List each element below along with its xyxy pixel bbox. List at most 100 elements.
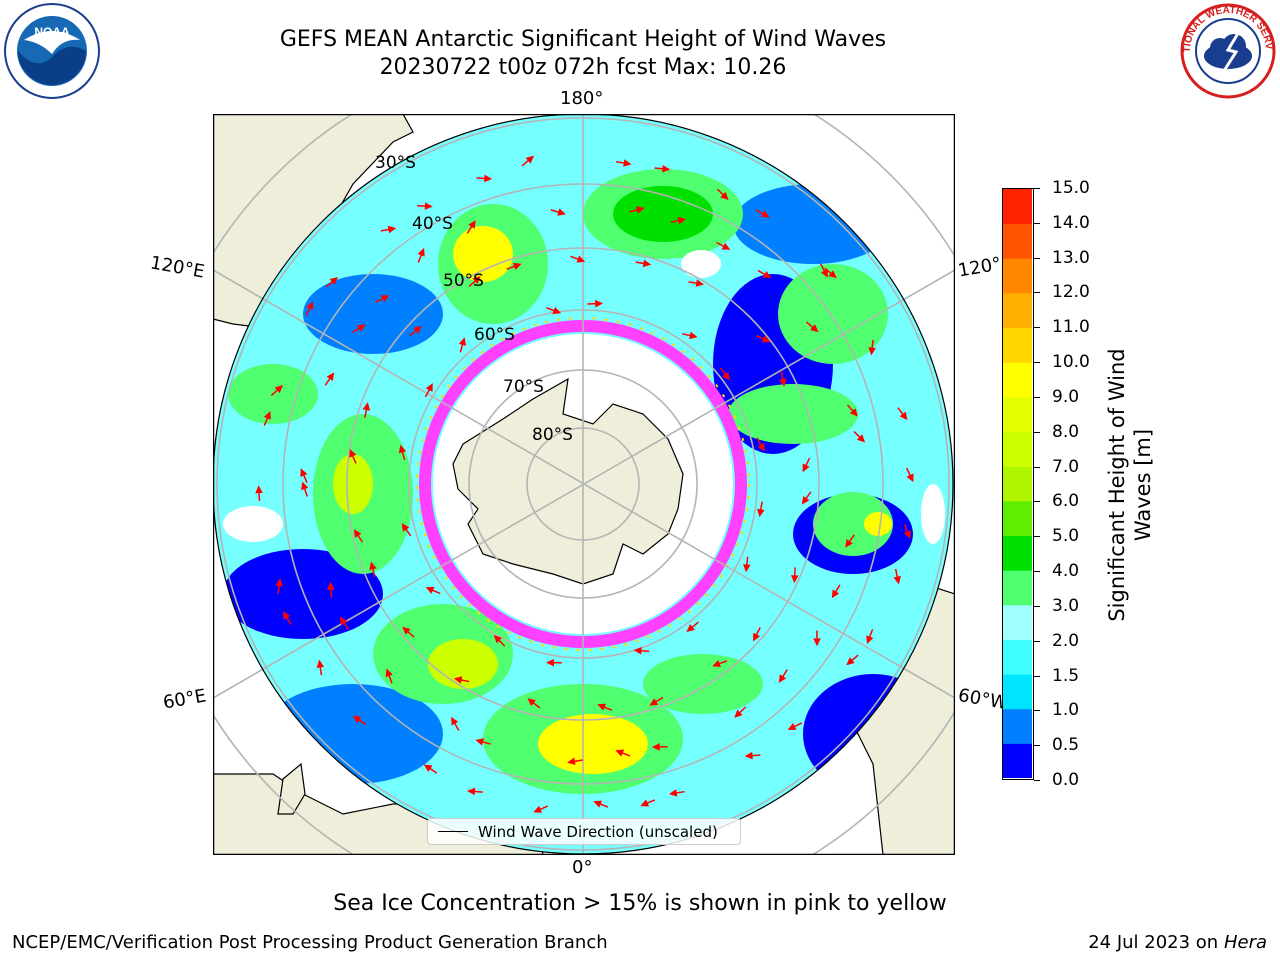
colorbar-tick-mark [1034, 571, 1040, 573]
wave-arrow-head [743, 564, 751, 573]
colorbar-tick-label: 12.0 [1052, 282, 1090, 303]
antarctica-land [452, 377, 684, 585]
wave-arrow-head [401, 523, 410, 532]
wave-arrow-head [597, 703, 607, 711]
wave-arrow-head [752, 632, 760, 642]
wave-arrow-head [387, 225, 397, 234]
wave-arrow-head [306, 301, 314, 311]
wave-arrow-head [595, 299, 604, 308]
footer-org: NCEP/EMC/Verification Post Processing Pr… [12, 932, 608, 953]
colorbar-band [1003, 189, 1032, 225]
colorbar-tick-label: 8.0 [1052, 421, 1080, 442]
wave-arrow-head [380, 295, 390, 303]
colorbar-tick-label: 1.0 [1052, 700, 1080, 721]
wave-arrow-head [662, 164, 671, 173]
wave-arrow-head [525, 155, 535, 164]
colorbar-tick-mark [1034, 466, 1040, 468]
lat-label-40s: 40°S [412, 214, 453, 234]
svg-text:NOAA: NOAA [34, 25, 70, 39]
wave-arrow-head [642, 259, 652, 268]
sea-ice-caption: Sea Ice Concentration > 15% is shown in … [333, 891, 947, 916]
wave-arrow-head [686, 624, 695, 633]
colorbar-tick-mark [1034, 327, 1040, 329]
wave-arrow-head [255, 485, 263, 494]
colorbar-tick-label: 15.0 [1052, 178, 1090, 198]
colorbar-tick-label: 14.0 [1052, 212, 1090, 233]
colorbar-ticks: 0.0 0.5 1.0 1.5 2.0 3.0 4.0 5.0 6.0 7.0 8.0 9.0 10.0… [1034, 0, 1112, 960]
colorbar-band [1003, 708, 1032, 744]
wave-arrow-head [640, 799, 650, 807]
wave-arrow-head [846, 657, 855, 666]
colorbar-band [1003, 674, 1032, 710]
wave-arrow-head [402, 626, 411, 635]
wave-direction-arrows [255, 155, 914, 813]
wave-arrow-head [263, 411, 271, 420]
colorbar-band [1003, 362, 1032, 398]
wave-arrow-head [721, 242, 731, 250]
colorbar-tick-label: 1.5 [1052, 665, 1080, 686]
wave-arrow-head [356, 324, 366, 332]
wave-arrow-head [677, 216, 687, 225]
wave-arrow-head [787, 723, 797, 730]
wave-arrow-head [802, 463, 810, 473]
noaa-logo: NOAA [2, 2, 102, 100]
colorbar-tick-label: 6.0 [1052, 491, 1080, 512]
footer-date: 24 Jul 2023 on Hera [1088, 932, 1267, 953]
wave-arrow-head [903, 530, 911, 539]
map-frame: 30°S 40°S 50°S 60°S 70°S 80°S [146, 47, 1020, 921]
wave-arrow-head [533, 805, 543, 813]
colorbar-band [1003, 604, 1032, 640]
colorbar-band [1003, 431, 1032, 467]
colorbar-tick-mark [1034, 605, 1040, 607]
lon-label-top: 180° [560, 88, 604, 109]
wave-arrow-head [757, 508, 765, 518]
wave-arrow-head [385, 668, 393, 678]
wave-arrow-head [484, 174, 493, 183]
wave-arrow-head [567, 757, 576, 766]
lon-label-lower-left: 60°E [161, 685, 208, 714]
wave-arrow-head [734, 709, 743, 718]
wave-arrow-head [369, 561, 377, 571]
wave-arrow-head [546, 658, 555, 667]
wave-arrow-head [493, 634, 502, 644]
wave-arrow-head [327, 581, 335, 590]
colorbar-band [1003, 570, 1032, 606]
wave-arrow-head [282, 611, 291, 620]
colorbar-tick-mark [1034, 431, 1040, 433]
wave-arrow-head [695, 279, 705, 287]
wave-arrow-head [398, 444, 407, 454]
colorbar-band [1003, 292, 1032, 329]
wave-arrow-head [720, 191, 729, 201]
wave-arrow-head [458, 337, 467, 346]
legend-line-icon [438, 831, 468, 832]
footer-machine: Hera [1223, 932, 1267, 953]
colorbar-band [1003, 535, 1032, 571]
wave-arrow-head [362, 402, 371, 411]
wave-arrow-head [633, 646, 642, 655]
wave-arrow-head [778, 378, 787, 387]
colorbar-tick-label: 0.0 [1052, 770, 1080, 790]
wave-arrow-head [468, 220, 476, 229]
colorbar-band [1003, 258, 1032, 294]
colorbar-band [1003, 223, 1032, 259]
wave-arrow-head [893, 575, 901, 585]
colorbar-tick-mark [1034, 640, 1040, 642]
colorbar-tick-mark [1034, 188, 1040, 189]
colorbar-tick-label: 5.0 [1052, 526, 1080, 547]
colorbar-tick-mark [1034, 222, 1040, 224]
wave-arrow-head [801, 495, 810, 505]
wave-arrow-head [475, 738, 485, 746]
colorbar-tick-label: 10.0 [1052, 352, 1090, 373]
colorbar-tick-mark [1034, 292, 1040, 294]
lat-label-80s: 80°S [532, 425, 573, 445]
wave-arrow-head [424, 202, 433, 210]
wave-arrow-head [353, 529, 362, 538]
colorbar-tick-mark [1034, 710, 1040, 712]
colorbar [1002, 188, 1034, 780]
colorbar-tick-label: 7.0 [1052, 456, 1080, 477]
colorbar-tick-label: 0.5 [1052, 735, 1080, 756]
wave-arrow-head [810, 324, 819, 333]
wave-arrow-head [635, 206, 645, 214]
lat-label-30s: 30°S [375, 153, 416, 173]
colorbar-tick-mark [1034, 536, 1040, 538]
